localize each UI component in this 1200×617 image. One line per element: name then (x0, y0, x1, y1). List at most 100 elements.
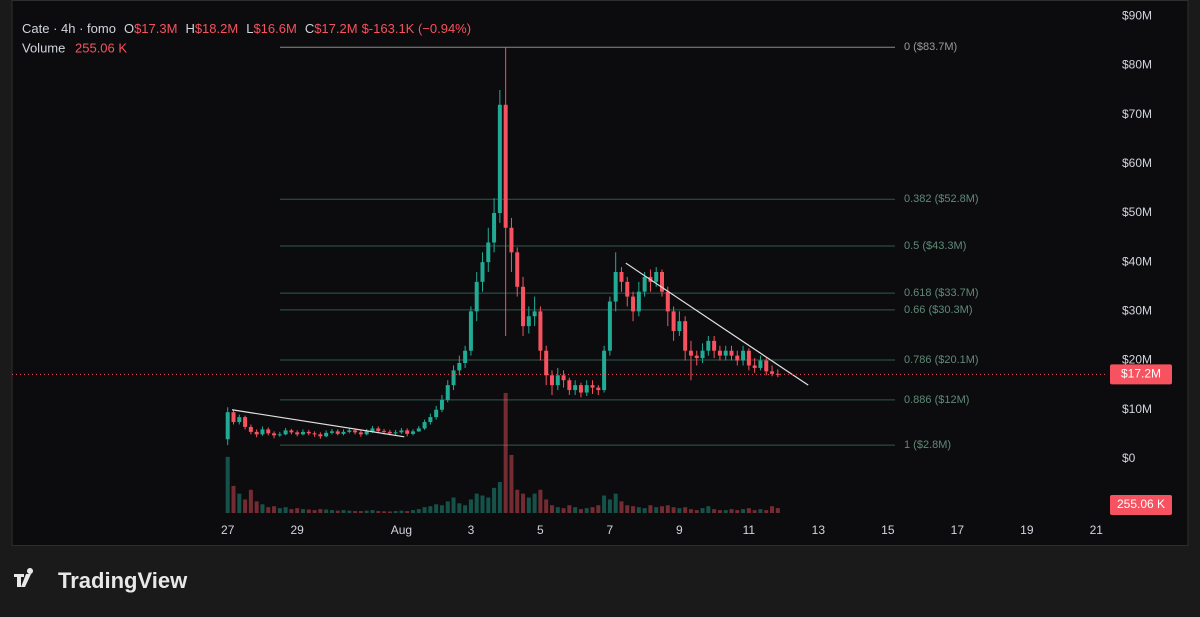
candle-body (486, 242, 491, 263)
volume-bar (434, 504, 439, 513)
ohlc-value: $16.6M (253, 21, 296, 36)
candle-body (387, 431, 392, 434)
volume-bar (289, 509, 294, 513)
candle-body (341, 431, 346, 434)
x-tick-label: 17 (951, 523, 965, 537)
candle-body (625, 281, 630, 297)
x-tick-label: 11 (743, 523, 756, 537)
volume-bar (266, 507, 271, 513)
candle-body (225, 412, 230, 440)
candle-body (717, 350, 722, 356)
volume-bar (642, 508, 647, 513)
volume-bar (729, 509, 734, 513)
volume-bar (746, 508, 751, 513)
candle-body (370, 428, 375, 432)
volume-bar (254, 501, 259, 513)
fib-label: 0.886 ($12M) (904, 394, 969, 406)
candle-body (602, 350, 607, 391)
candle-body (544, 350, 549, 376)
volume-bar (758, 509, 763, 513)
ohlc-key: L (246, 21, 253, 36)
candle-body (770, 371, 775, 374)
volume-bar (370, 510, 375, 513)
candle-body (746, 350, 751, 366)
volume-bar (283, 507, 288, 513)
volume-value: 255.06 K (75, 40, 127, 55)
volume-name: Volume (22, 40, 65, 55)
volume-bar (503, 393, 508, 513)
candle-body (735, 355, 740, 361)
fib-label: 0.5 ($43.3M) (904, 240, 966, 252)
fib-label: 0 ($83.7M) (904, 41, 957, 53)
candle-body (277, 434, 282, 436)
candle-body (318, 434, 323, 437)
candle-body (712, 340, 717, 351)
x-tick-label: Aug (391, 523, 412, 537)
candle-body (590, 385, 595, 388)
volume-bar (231, 485, 236, 513)
candle-body (688, 350, 693, 356)
candle-body (573, 385, 578, 391)
candle-body (376, 428, 381, 431)
ohlc-value: $17.3M (134, 21, 177, 36)
candle-body (683, 321, 688, 351)
candle-body (706, 340, 711, 351)
brand-text: TradingView (58, 568, 188, 593)
chart-panel (11, 0, 1189, 546)
candle-body (428, 417, 433, 423)
trendline (625, 262, 809, 386)
volume-bar (248, 489, 253, 513)
candle-body (457, 363, 462, 371)
x-tick-label: 3 (468, 523, 475, 537)
candle-body (578, 385, 583, 393)
volume-bar (295, 508, 300, 513)
volume-bar (590, 507, 595, 513)
candle-body (492, 212, 497, 243)
candle-body (741, 350, 746, 361)
volume-bar (451, 497, 456, 513)
candle-body (474, 281, 479, 312)
volume-bar (735, 510, 740, 513)
candle-body (382, 430, 387, 432)
volume-bar (463, 505, 468, 513)
volume-bar (573, 507, 578, 513)
volume-bar (329, 510, 334, 513)
candle-body (567, 380, 572, 391)
candle-body (752, 365, 757, 368)
volume-bar (544, 499, 549, 513)
candle-body (723, 350, 728, 356)
candle-body (596, 387, 601, 391)
candle-body (729, 350, 734, 356)
volume-bar (555, 507, 560, 513)
fib-label: 0.382 ($52.8M) (904, 193, 979, 205)
fib-label: 0.786 ($20.1M) (904, 354, 979, 366)
x-tick-label: 7 (607, 523, 614, 537)
volume-bar (567, 505, 572, 513)
x-tick-label: 5 (537, 523, 544, 537)
volume-bar (393, 511, 398, 513)
candle-body (526, 316, 531, 327)
volume-bar (237, 493, 242, 513)
volume-bar (300, 509, 305, 513)
candle-body (700, 350, 705, 359)
volume-bar (631, 506, 636, 513)
volume-bar (596, 505, 601, 513)
volume-bar (712, 509, 717, 513)
candle-body (584, 385, 589, 393)
candle-body (439, 399, 444, 410)
candle-body (289, 430, 294, 433)
y-tick-label: $50M (1122, 205, 1152, 219)
volume-bar (671, 507, 676, 513)
candle-body (532, 311, 537, 317)
volume-bar (411, 510, 416, 513)
volume-badge (1110, 495, 1172, 515)
symbol: Cate · 4h · fomo (22, 21, 116, 36)
candle-body (758, 360, 763, 368)
volume-bar (445, 501, 450, 513)
y-tick-label: $30M (1122, 304, 1152, 318)
candle-body (549, 375, 554, 386)
candle-body (231, 412, 236, 423)
candle-body (364, 431, 369, 435)
volume-bar (376, 511, 381, 513)
ohlc-value: $18.2M (195, 21, 238, 36)
